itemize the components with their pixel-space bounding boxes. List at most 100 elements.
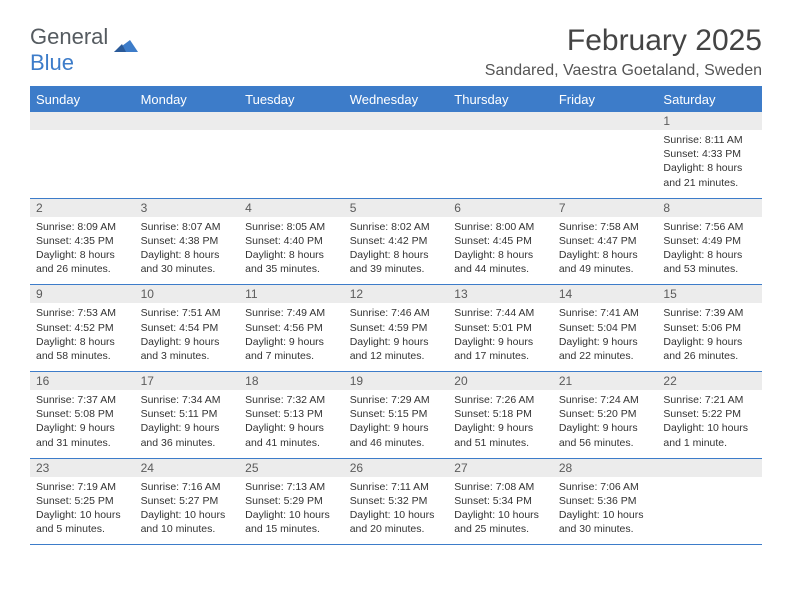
day-line: Daylight: 9 hours	[559, 421, 652, 435]
day-cell: 9Sunrise: 7:53 AMSunset: 4:52 PMDaylight…	[30, 285, 135, 371]
day-body: Sunrise: 7:58 AMSunset: 4:47 PMDaylight:…	[553, 217, 658, 285]
day-line: Sunrise: 7:24 AM	[559, 393, 652, 407]
day-number: 26	[344, 459, 449, 477]
day-body: Sunrise: 7:34 AMSunset: 5:11 PMDaylight:…	[135, 390, 240, 458]
day-line: Sunset: 5:15 PM	[350, 407, 443, 421]
day-body: Sunrise: 7:39 AMSunset: 5:06 PMDaylight:…	[657, 303, 762, 371]
day-line: Daylight: 8 hours	[36, 248, 129, 262]
day-number: 15	[657, 285, 762, 303]
day-line: Sunrise: 7:44 AM	[454, 306, 547, 320]
day-number: 12	[344, 285, 449, 303]
day-line: Daylight: 8 hours	[350, 248, 443, 262]
day-line: Daylight: 10 hours	[350, 508, 443, 522]
day-line: Daylight: 9 hours	[350, 421, 443, 435]
logo-text: General Blue	[30, 24, 108, 76]
day-line: Daylight: 8 hours	[663, 248, 756, 262]
day-cell: 22Sunrise: 7:21 AMSunset: 5:22 PMDayligh…	[657, 372, 762, 458]
day-body: Sunrise: 7:06 AMSunset: 5:36 PMDaylight:…	[553, 477, 658, 545]
day-line: and 36 minutes.	[141, 436, 234, 450]
day-body: Sunrise: 7:26 AMSunset: 5:18 PMDaylight:…	[448, 390, 553, 458]
day-line: Sunset: 4:47 PM	[559, 234, 652, 248]
day-line: Daylight: 9 hours	[141, 421, 234, 435]
day-cell: 18Sunrise: 7:32 AMSunset: 5:13 PMDayligh…	[239, 372, 344, 458]
day-cell: 24Sunrise: 7:16 AMSunset: 5:27 PMDayligh…	[135, 459, 240, 545]
weekday-header: Thursday	[448, 88, 553, 111]
day-line: Daylight: 8 hours	[454, 248, 547, 262]
day-body: Sunrise: 7:53 AMSunset: 4:52 PMDaylight:…	[30, 303, 135, 371]
day-body: Sunrise: 7:44 AMSunset: 5:01 PMDaylight:…	[448, 303, 553, 371]
day-line: Sunset: 4:49 PM	[663, 234, 756, 248]
day-line: Sunrise: 7:41 AM	[559, 306, 652, 320]
day-line: Sunrise: 7:34 AM	[141, 393, 234, 407]
day-number: 21	[553, 372, 658, 390]
day-body	[135, 130, 240, 192]
day-line: Sunrise: 7:51 AM	[141, 306, 234, 320]
day-line: Daylight: 9 hours	[245, 421, 338, 435]
day-line: Sunset: 4:52 PM	[36, 321, 129, 335]
day-body: Sunrise: 7:24 AMSunset: 5:20 PMDaylight:…	[553, 390, 658, 458]
flag-icon	[112, 34, 140, 67]
day-line: Sunset: 5:13 PM	[245, 407, 338, 421]
day-cell: 3Sunrise: 8:07 AMSunset: 4:38 PMDaylight…	[135, 199, 240, 285]
day-number	[30, 112, 135, 130]
day-line: Sunset: 5:01 PM	[454, 321, 547, 335]
day-number: 1	[657, 112, 762, 130]
day-body	[657, 477, 762, 539]
day-line: and 26 minutes.	[36, 262, 129, 276]
week-row: 9Sunrise: 7:53 AMSunset: 4:52 PMDaylight…	[30, 284, 762, 371]
day-number: 18	[239, 372, 344, 390]
day-line: and 53 minutes.	[663, 262, 756, 276]
day-number: 16	[30, 372, 135, 390]
day-cell: 28Sunrise: 7:06 AMSunset: 5:36 PMDayligh…	[553, 459, 658, 545]
day-line: Daylight: 9 hours	[141, 335, 234, 349]
day-line: and 12 minutes.	[350, 349, 443, 363]
day-line: Daylight: 10 hours	[245, 508, 338, 522]
day-cell	[344, 112, 449, 198]
day-number	[344, 112, 449, 130]
day-line: Sunrise: 7:08 AM	[454, 480, 547, 494]
day-body: Sunrise: 7:21 AMSunset: 5:22 PMDaylight:…	[657, 390, 762, 458]
day-line: Sunset: 4:56 PM	[245, 321, 338, 335]
day-cell: 4Sunrise: 8:05 AMSunset: 4:40 PMDaylight…	[239, 199, 344, 285]
day-line: Sunrise: 7:53 AM	[36, 306, 129, 320]
day-line: Sunrise: 7:16 AM	[141, 480, 234, 494]
day-number: 28	[553, 459, 658, 477]
day-body: Sunrise: 8:00 AMSunset: 4:45 PMDaylight:…	[448, 217, 553, 285]
day-line: Sunset: 4:59 PM	[350, 321, 443, 335]
week-row: 1Sunrise: 8:11 AMSunset: 4:33 PMDaylight…	[30, 111, 762, 198]
day-cell: 14Sunrise: 7:41 AMSunset: 5:04 PMDayligh…	[553, 285, 658, 371]
location: Sandared, Vaestra Goetaland, Sweden	[485, 62, 762, 80]
day-number: 4	[239, 199, 344, 217]
header: General Blue February 2025 Sandared, Vae…	[30, 24, 762, 80]
day-cell: 17Sunrise: 7:34 AMSunset: 5:11 PMDayligh…	[135, 372, 240, 458]
day-line: Daylight: 8 hours	[663, 161, 756, 175]
day-line: Sunrise: 8:09 AM	[36, 220, 129, 234]
day-line: and 58 minutes.	[36, 349, 129, 363]
day-body: Sunrise: 8:09 AMSunset: 4:35 PMDaylight:…	[30, 217, 135, 285]
day-body: Sunrise: 7:51 AMSunset: 4:54 PMDaylight:…	[135, 303, 240, 371]
day-line: Sunrise: 7:39 AM	[663, 306, 756, 320]
day-cell: 12Sunrise: 7:46 AMSunset: 4:59 PMDayligh…	[344, 285, 449, 371]
day-line: Sunrise: 7:29 AM	[350, 393, 443, 407]
day-line: Sunrise: 7:19 AM	[36, 480, 129, 494]
day-line: Daylight: 8 hours	[36, 335, 129, 349]
day-line: Daylight: 8 hours	[141, 248, 234, 262]
day-number	[135, 112, 240, 130]
day-line: Daylight: 9 hours	[350, 335, 443, 349]
day-number	[553, 112, 658, 130]
day-number: 23	[30, 459, 135, 477]
day-cell	[239, 112, 344, 198]
day-line: Daylight: 9 hours	[454, 421, 547, 435]
day-body: Sunrise: 7:16 AMSunset: 5:27 PMDaylight:…	[135, 477, 240, 545]
day-number: 10	[135, 285, 240, 303]
day-line: Sunset: 5:04 PM	[559, 321, 652, 335]
day-number: 9	[30, 285, 135, 303]
day-line: and 44 minutes.	[454, 262, 547, 276]
weekday-header: Sunday	[30, 88, 135, 111]
weeks-container: 1Sunrise: 8:11 AMSunset: 4:33 PMDaylight…	[30, 111, 762, 544]
day-body: Sunrise: 7:49 AMSunset: 4:56 PMDaylight:…	[239, 303, 344, 371]
day-body: Sunrise: 8:02 AMSunset: 4:42 PMDaylight:…	[344, 217, 449, 285]
day-cell: 23Sunrise: 7:19 AMSunset: 5:25 PMDayligh…	[30, 459, 135, 545]
day-number: 17	[135, 372, 240, 390]
weekday-header-row: Sunday Monday Tuesday Wednesday Thursday…	[30, 86, 762, 111]
